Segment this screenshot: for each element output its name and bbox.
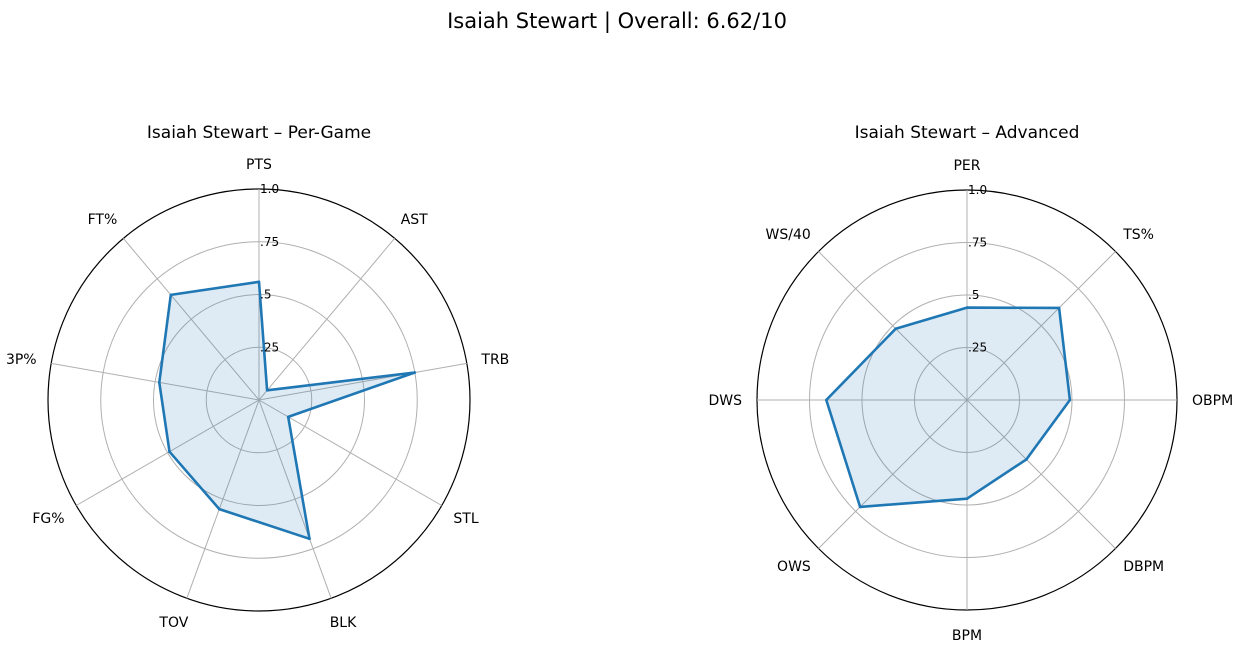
radar-point — [858, 505, 862, 509]
radar-spoke — [122, 238, 260, 401]
radar-point — [1025, 458, 1028, 461]
radar-category-label: DBPM — [1123, 559, 1164, 575]
radar-chart-title: Isaiah Stewart – Per-Game — [147, 123, 371, 143]
radar-spoke — [818, 251, 968, 401]
radar-spoke — [258, 362, 467, 401]
figure-title: Isaiah Stewart | Overall: 6.62/10 — [447, 9, 787, 33]
radar-spoke — [966, 399, 1116, 549]
radar-point — [825, 398, 828, 402]
radar-point — [218, 507, 221, 511]
radar-category-label: TS% — [1122, 227, 1154, 243]
radar-category-label: BPM — [952, 628, 982, 644]
radar-category-label: FT% — [88, 212, 118, 228]
radar-category-label: PTS — [246, 157, 272, 173]
radar-chart-2: .25 .5 .75 1.0 PER TS% OBPM DBPM BPM OWS DWS WS/40 I… — [708, 123, 1233, 644]
radar-tick-label: .5 — [968, 288, 979, 302]
radar-category-label: 3P% — [6, 352, 37, 368]
radar-chart-title: Isaiah Stewart – Advanced — [855, 123, 1080, 143]
radar-point — [1057, 306, 1061, 310]
radar-spoke — [818, 399, 968, 549]
radar-category-label: FG% — [32, 511, 64, 527]
radar-area — [826, 307, 1070, 507]
radar-category-label: AST — [401, 212, 428, 228]
radar-tick-label: .25 — [260, 340, 279, 354]
radar-point — [286, 415, 290, 419]
radar-category-label: TOV — [158, 615, 188, 631]
radar-spoke — [186, 399, 260, 599]
radar-point — [308, 537, 311, 541]
radar-category-label: STL — [453, 511, 478, 527]
radar-tick-label: .5 — [260, 288, 271, 302]
radar-category-label: WS/40 — [766, 227, 811, 243]
radar-tick-label: .75 — [260, 235, 279, 249]
radar-area — [159, 281, 415, 539]
radar-spoke — [76, 399, 260, 506]
radar-point — [265, 389, 269, 392]
radar-series-line — [158, 280, 417, 541]
radar-category-label: DWS — [708, 393, 742, 409]
radar-tick-label: 1.0 — [260, 182, 279, 196]
radar-spoke — [258, 399, 332, 599]
radar-point — [157, 381, 161, 384]
radar-point — [169, 293, 173, 297]
radar-tick-label: .25 — [968, 341, 987, 355]
radar-point — [413, 371, 417, 374]
radar-category-label: BLK — [330, 615, 357, 631]
radar-spoke — [258, 238, 396, 401]
radar-point — [257, 280, 261, 284]
radar-category-label: PER — [953, 158, 980, 174]
radar-point — [1068, 398, 1072, 402]
radar-point — [894, 327, 898, 331]
radar-tick-label: 1.0 — [968, 183, 987, 197]
radar-point — [965, 497, 969, 501]
radar-spoke — [966, 251, 1116, 401]
radar-tick-label: .75 — [968, 236, 987, 250]
radar-chart-1: .25 .5 .75 1.0 PTS AST TRB STL BLK TOV FG% 3P% FT% Is… — [6, 123, 509, 631]
radar-category-label: TRB — [480, 352, 509, 368]
radar-point — [965, 306, 969, 309]
radar-category-label: OBPM — [1192, 393, 1233, 409]
radar-spoke — [51, 362, 260, 401]
radar-category-label: OWS — [777, 559, 811, 575]
radar-point — [168, 450, 171, 453]
